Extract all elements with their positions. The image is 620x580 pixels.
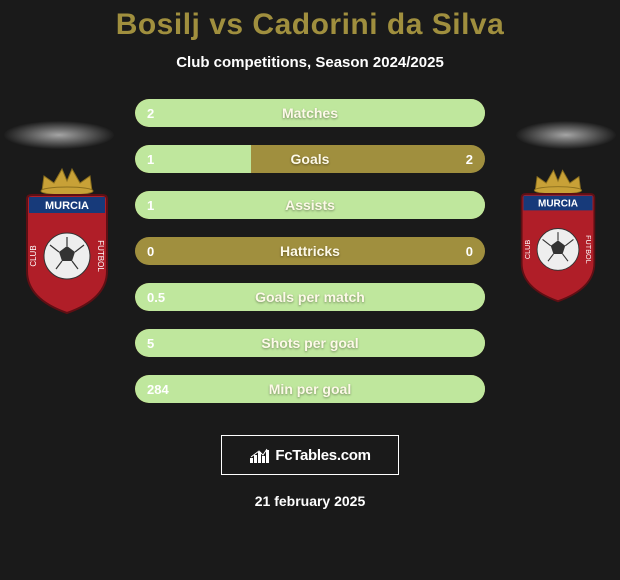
crest-left-word: CLUB [29, 245, 38, 266]
crest-right-word: FUTBOL [96, 240, 105, 272]
stat-bar-label: Matches [135, 99, 485, 127]
stat-bar-left-value: 0 [147, 237, 154, 265]
crest-right-word: FUTBOL [584, 235, 593, 264]
crest-svg: MURCIA CLUB FUTBOL [12, 161, 122, 316]
crest-left-word: CLUB [523, 240, 532, 260]
stat-bar-left-value: 284 [147, 375, 169, 403]
crest-svg: MURCIA CLUB FUTBOL [508, 161, 608, 306]
stat-bar-left-value: 1 [147, 145, 154, 173]
footer-brand-box: FcTables.com [221, 435, 399, 475]
subtitle: Club competitions, Season 2024/2025 [0, 54, 620, 71]
stat-bar-left-value: 2 [147, 99, 154, 127]
stat-bar: Matches2 [135, 99, 485, 127]
left-club-crest: MURCIA CLUB FUTBOL [12, 161, 122, 316]
crown-icon [534, 170, 581, 194]
stat-bar-label: Hattricks [135, 237, 485, 265]
stat-bar: Min per goal284 [135, 375, 485, 403]
stat-bar: Hattricks0 0 [135, 237, 485, 265]
right-club-crest: MURCIA CLUB FUTBOL [508, 161, 608, 306]
stat-bar: Shots per goal5 [135, 329, 485, 357]
stat-bar-label: Goals per match [135, 283, 485, 311]
right-shadow [516, 121, 616, 149]
stat-bar: Goals1 2 [135, 145, 485, 173]
left-shadow [4, 121, 114, 149]
crest-band-text: MURCIA [45, 200, 89, 212]
stat-bar-left-value: 0.5 [147, 283, 165, 311]
stat-bar-left-value: 1 [147, 191, 154, 219]
stat-bar-label: Shots per goal [135, 329, 485, 357]
crown-icon [41, 169, 93, 195]
stat-bar-label: Goals [135, 145, 485, 173]
stat-bar-right-value: 0 [466, 237, 473, 265]
crest-band-text: MURCIA [538, 199, 578, 210]
stat-bar-right-value: 2 [466, 145, 473, 173]
stat-bar-left-value: 5 [147, 329, 154, 357]
stat-bar-label: Min per goal [135, 375, 485, 403]
footer-brand-text: FcTables.com [275, 447, 370, 464]
stat-bar-label: Assists [135, 191, 485, 219]
stat-bar: Goals per match0.5 [135, 283, 485, 311]
page-title: Bosilj vs Cadorini da Silva [0, 0, 620, 42]
comparison-content: MURCIA CLUB FUTBOL MURCIA CLUB FUTBOL [0, 99, 620, 429]
stat-bars: Matches2Goals12Assists1Hattricks00Goals … [135, 99, 485, 403]
chart-icon [249, 446, 271, 464]
footer-date: 21 february 2025 [0, 493, 620, 509]
stat-bar: Assists1 [135, 191, 485, 219]
